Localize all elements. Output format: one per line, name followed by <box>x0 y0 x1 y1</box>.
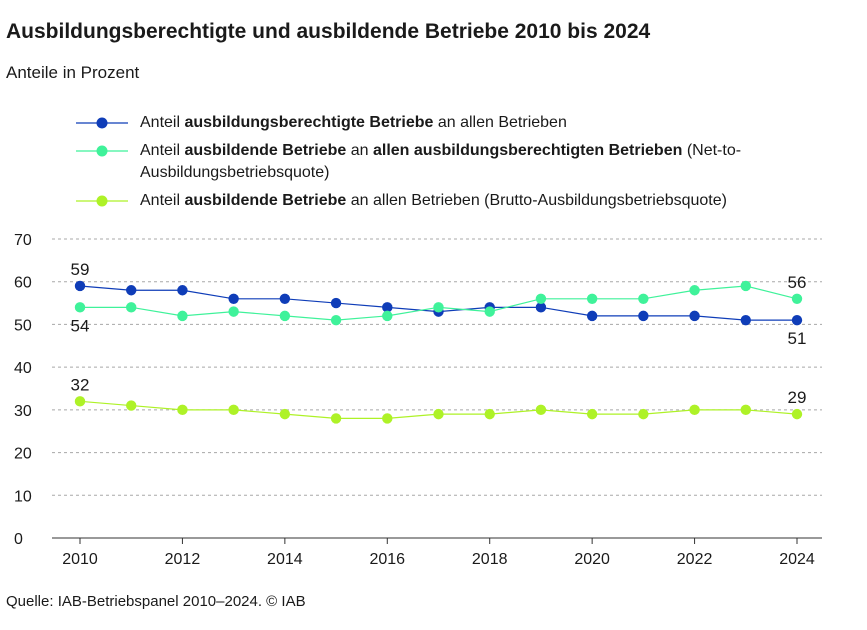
legend-marker-berechtigte-icon <box>76 117 128 129</box>
x-tick-label: 2020 <box>574 551 610 568</box>
x-tick-label: 2012 <box>165 551 201 568</box>
y-tick-label: 20 <box>14 446 32 463</box>
legend-label-brutto: Anteil ausbildende Betriebe an allen Bet… <box>140 192 727 209</box>
data-point-0 <box>689 310 700 322</box>
data-point-2 <box>740 404 751 416</box>
data-label: 56 <box>788 273 807 292</box>
legend-text-part: (Net-to-Ausbildungsbetriebsquote) <box>140 142 742 181</box>
y-tick-label: 10 <box>14 488 32 505</box>
data-point-0 <box>126 285 137 296</box>
chart-subtitle: Anteile in Prozent <box>6 63 140 82</box>
y-tick-label: 70 <box>14 232 32 249</box>
data-point-1 <box>740 280 751 292</box>
data-point-2 <box>586 408 598 420</box>
legend-label-netto: Anteil ausbildende Betriebe an allen aus… <box>140 142 741 181</box>
data-point-1 <box>689 285 700 296</box>
data-point-2 <box>382 413 393 424</box>
y-tick-label: 50 <box>14 317 32 334</box>
legend-label-berechtigte: Anteil ausbildungsberechtigte Betriebe a… <box>140 114 567 131</box>
data-point-1 <box>382 310 393 322</box>
data-point-2 <box>126 400 137 411</box>
data-point-2 <box>689 404 700 416</box>
data-label: 51 <box>788 329 807 348</box>
data-point-1 <box>330 314 342 326</box>
legend-text-part: ausbildende Betriebe <box>184 142 347 159</box>
data-label: 59 <box>71 260 90 279</box>
data-point-2 <box>484 408 495 420</box>
legend-item-brutto: Anteil ausbildende Betriebe an allen Bet… <box>76 190 816 212</box>
data-point-1 <box>177 310 188 322</box>
legend-item-netto: Anteil ausbildende Betriebe an allen aus… <box>76 140 816 184</box>
data-point-1 <box>791 293 803 304</box>
data-point-2 <box>228 404 239 416</box>
data-point-1 <box>586 293 598 304</box>
data-point-1 <box>126 302 137 313</box>
legend-text-part: Anteil <box>140 192 185 209</box>
data-point-2 <box>535 404 547 416</box>
x-tick-label: 2010 <box>62 551 98 568</box>
data-point-1 <box>228 306 239 317</box>
data-point-2 <box>791 408 803 420</box>
x-tick-label: 2014 <box>267 551 303 568</box>
data-point-1 <box>535 293 547 304</box>
x-tick-label: 2018 <box>472 551 508 568</box>
data-point-0 <box>382 302 393 313</box>
y-tick-label: 60 <box>14 275 32 292</box>
legend-marker-brutto-icon <box>76 195 128 207</box>
chart-title: Ausbildungsberechtigte und ausbildende B… <box>6 20 651 43</box>
data-point-2 <box>433 408 444 420</box>
data-point-0 <box>535 302 547 313</box>
data-point-0 <box>638 310 649 322</box>
data-point-1 <box>279 310 291 322</box>
legend-item-berechtigte: Anteil ausbildungsberechtigte Betriebe a… <box>76 112 816 134</box>
legend-text-part: an allen Betrieben (Brutto-Ausbildungsbe… <box>346 192 727 209</box>
data-point-2 <box>74 396 86 407</box>
data-point-1 <box>638 293 649 304</box>
legend-text-part: allen ausbildungsberechtigten Betrieben <box>372 142 683 159</box>
data-point-2 <box>330 413 342 424</box>
y-tick-label: 30 <box>14 403 32 420</box>
data-point-0 <box>74 280 86 292</box>
data-point-0 <box>228 293 239 304</box>
data-point-0 <box>586 310 598 322</box>
data-point-2 <box>279 408 291 420</box>
y-tick-label: 40 <box>14 360 32 377</box>
legend-text-part: an <box>346 142 373 159</box>
data-point-2 <box>638 408 649 420</box>
legend-text-part: ausbildende Betriebe <box>184 192 347 209</box>
y-tick-label: 0 <box>14 531 23 548</box>
data-point-1 <box>484 306 495 317</box>
legend-text-part: Anteil <box>140 142 185 159</box>
x-tick-label: 2016 <box>369 551 405 568</box>
data-label: 29 <box>788 388 807 407</box>
data-point-1 <box>74 302 86 313</box>
data-point-0 <box>330 297 342 309</box>
data-point-0 <box>279 293 291 304</box>
legend: Anteil ausbildungsberechtigte Betriebe a… <box>76 112 816 218</box>
data-label: 54 <box>71 316 90 335</box>
data-point-0 <box>791 314 803 326</box>
data-point-0 <box>177 285 188 296</box>
x-tick-label: 2024 <box>779 551 815 568</box>
x-tick-label: 2022 <box>677 551 713 568</box>
legend-marker-netto-icon <box>76 145 128 157</box>
data-point-2 <box>177 404 188 416</box>
legend-text-part: ausbildungsberechtigte Betriebe <box>184 114 434 131</box>
data-label: 32 <box>71 375 90 394</box>
data-point-0 <box>740 314 751 326</box>
legend-text-part: Anteil <box>140 114 185 131</box>
source-note: Quelle: IAB-Betriebspanel 2010–2024. © I… <box>6 593 306 610</box>
data-point-1 <box>433 302 444 313</box>
legend-text-part: an allen Betrieben <box>433 114 567 131</box>
